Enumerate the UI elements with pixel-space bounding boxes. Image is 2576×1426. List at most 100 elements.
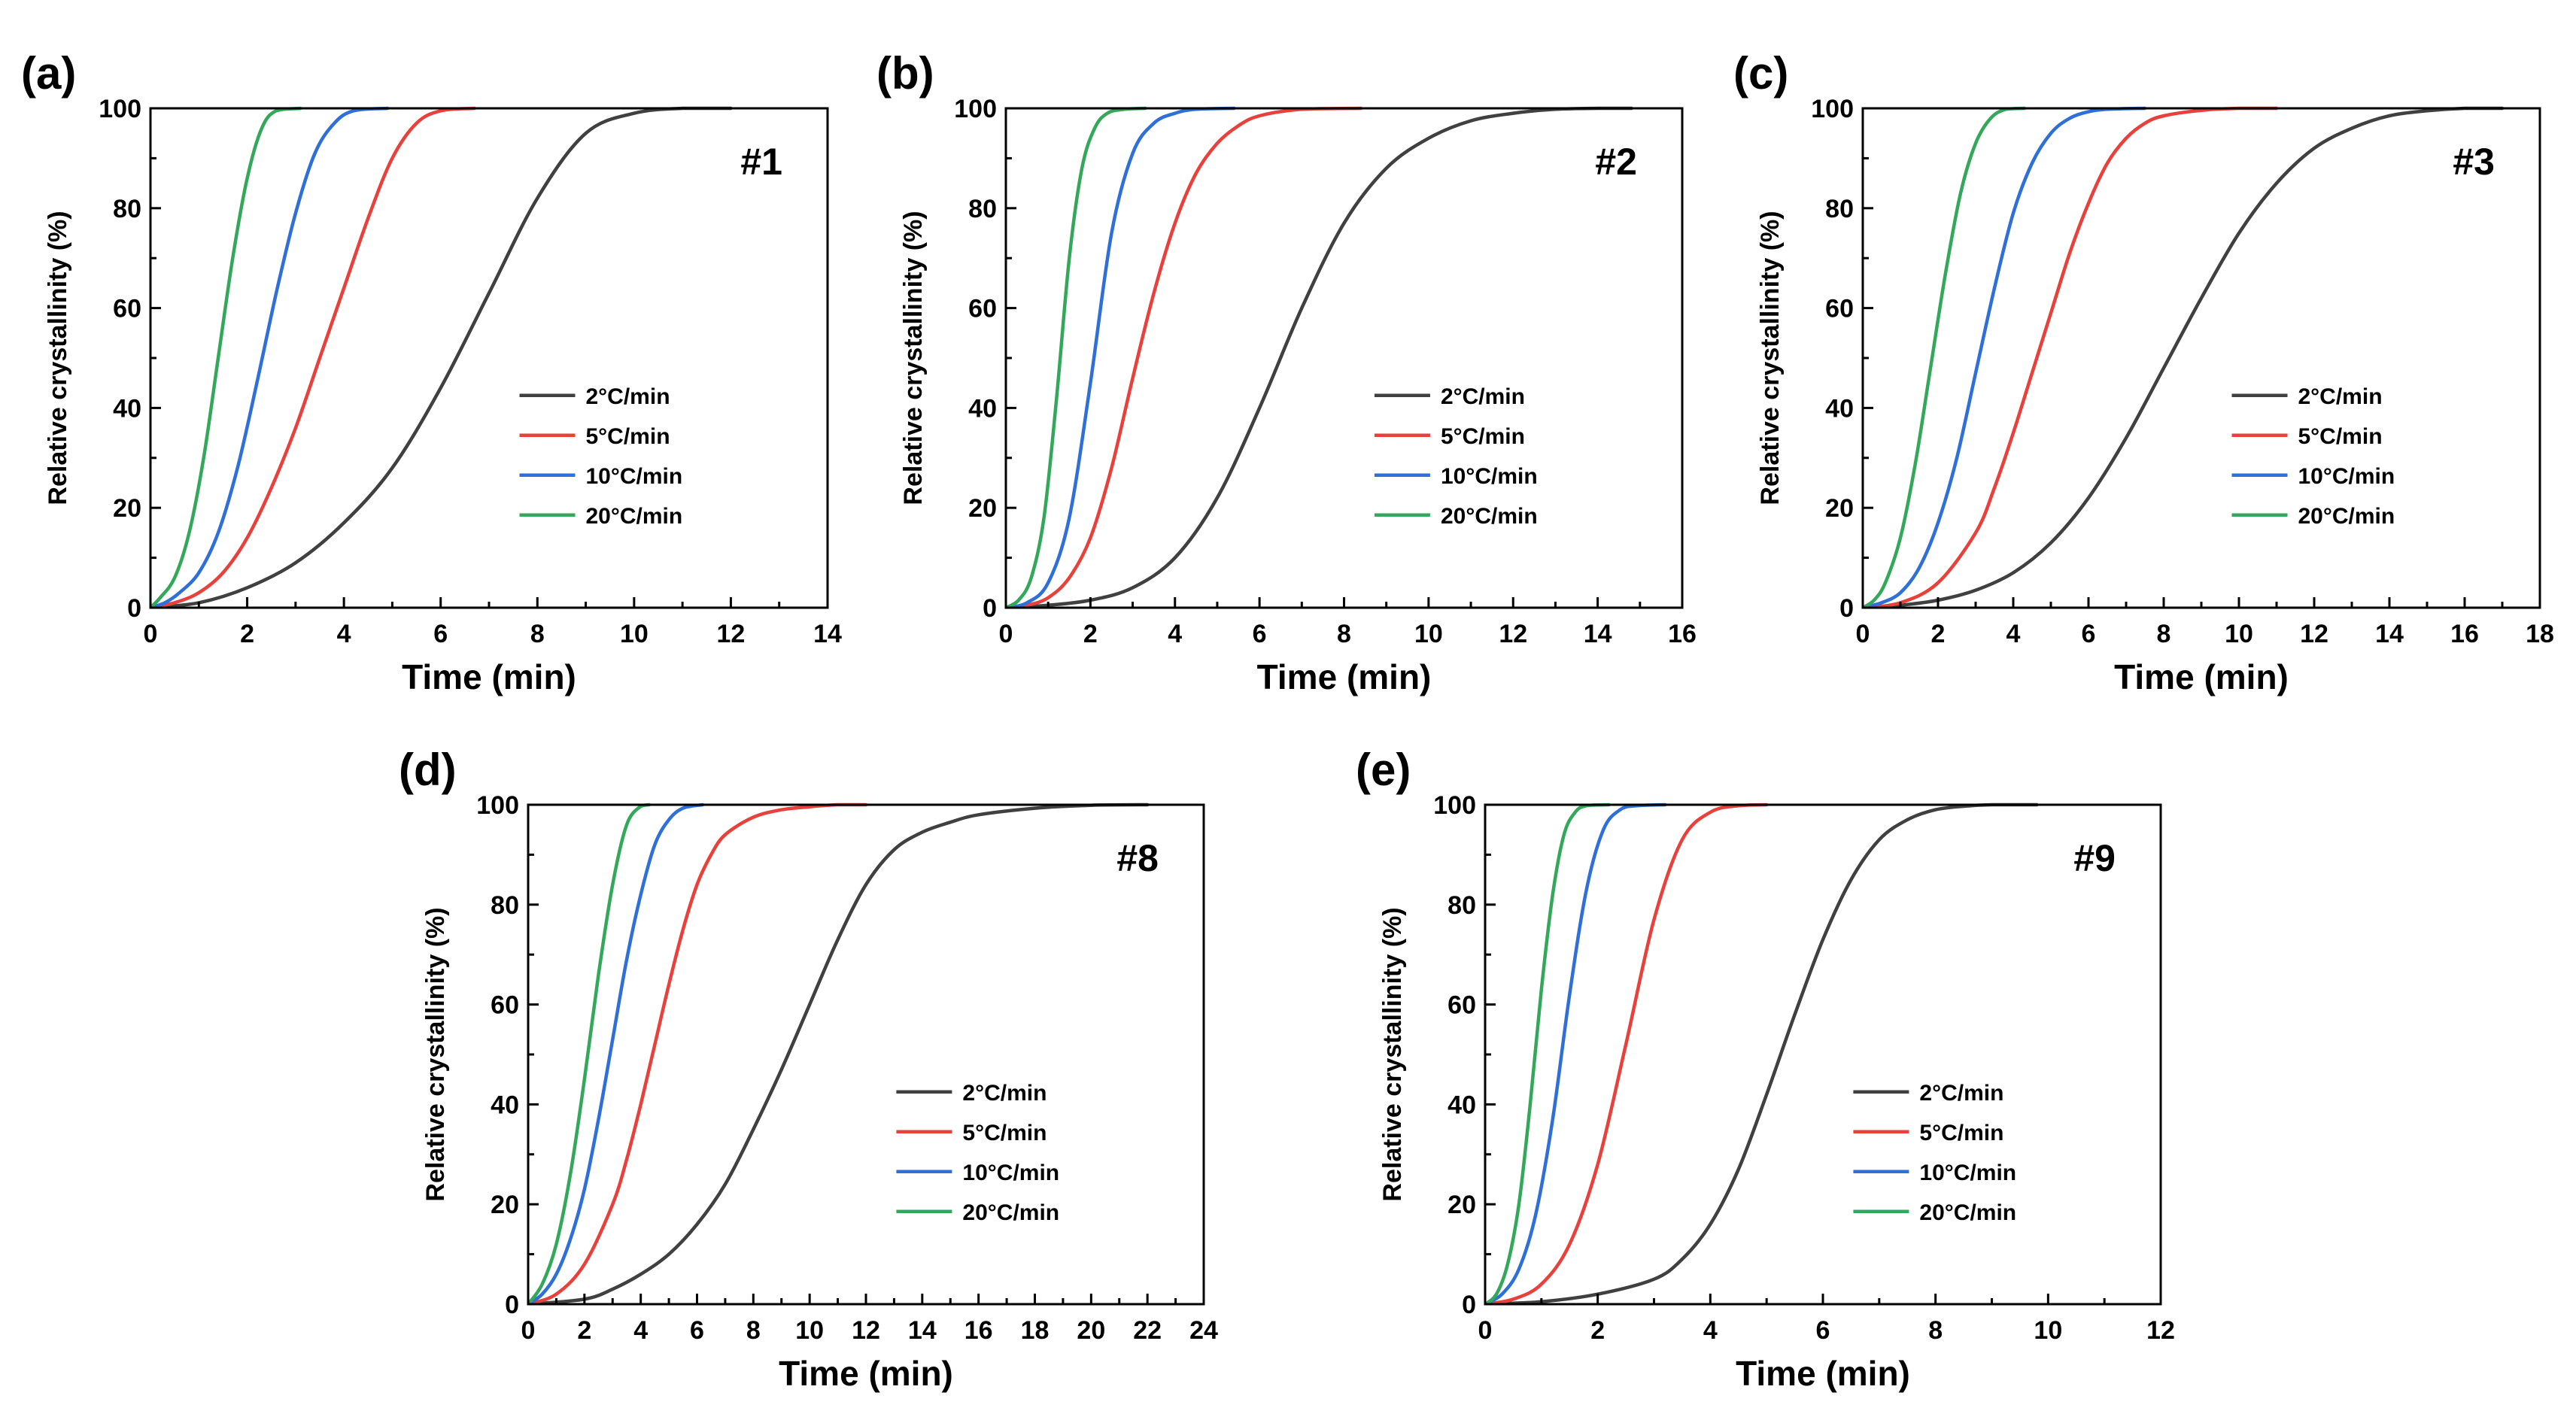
legend-entry: 5°C/min [1441,424,1525,449]
x-tick-label: 10 [2225,620,2253,648]
sample-tag: #9 [2073,837,2116,879]
y-tick-label: 0 [1839,594,1854,623]
series-line-2-c-min [528,803,1150,1304]
x-tick-label: 12 [2300,620,2328,648]
legend: 2°C/min 5°C/min 10°C/min 20°C/min [2231,384,2395,529]
series-line-2-c-min [1006,106,1633,608]
plot-frame [149,107,829,609]
y-tick-label: 40 [491,1091,519,1119]
legend-entry: 5°C/min [962,1121,1046,1145]
legend: 2°C/min 5°C/min 10°C/min 20°C/min [519,384,683,529]
x-tick-label: 14 [908,1316,937,1345]
legend-entry: 2°C/min [962,1081,1046,1106]
x-tick-label: 0 [999,620,1013,648]
legend-entry: 2°C/min [2298,384,2383,409]
y-tick-label: 100 [1433,791,1476,820]
legend-entry: 20°C/min [2298,504,2395,529]
series-line-10-c-min [528,803,705,1304]
y-tick-label: 80 [1825,195,1854,223]
x-axis-label: Time (min) [1736,1354,1910,1393]
x-tick-label: 4 [1168,620,1182,648]
series-line-2-c-min [1863,106,2505,608]
x-tick-label: 16 [964,1316,993,1345]
legend-entry: 10°C/min [1919,1161,2016,1185]
y-tick-label: 60 [1447,991,1476,1020]
y-tick-label: 40 [1447,1091,1476,1119]
legend-entry: 2°C/min [586,384,670,409]
y-tick-label: 20 [1447,1191,1476,1219]
legend-entry: 10°C/min [2298,464,2395,489]
x-tick-label: 0 [521,1316,536,1345]
x-axis-label: Time (min) [402,657,576,696]
x-tick-label: 0 [144,620,158,648]
chart-panel-1: (a) 0 2 4 6 8 10 12 14 0 20 40 60 80 100 Time (min) Rela… [21,48,842,696]
x-tick-label: 10 [1414,620,1443,648]
x-tick-label: 14 [813,620,842,648]
x-tick-label: 2 [1590,1316,1605,1345]
y-tick-label: 80 [491,891,519,920]
plot-frame [1484,803,2162,1306]
legend-entry: 5°C/min [1919,1121,2003,1145]
series-line-5-c-min [528,803,868,1304]
chart-panel-3: (c) 0 2 4 6 8 10 12 14 16 18 0 20 40 60 80 100 Time (min)… [1733,48,2554,696]
y-tick-label: 60 [113,295,141,323]
legend-entry: 2°C/min [1919,1081,2003,1106]
chart-panel-5: (e) 0 2 4 6 8 10 12 0 20 40 60 80 100 Time (min) Relati… [1356,745,2175,1393]
x-axis-label: Time (min) [1257,657,1432,696]
y-tick-label: 40 [1825,394,1854,423]
x-axis-label: Time (min) [2114,657,2289,696]
x-tick-label: 16 [1668,620,1697,648]
y-axis-label: Relative crystallinity (%) [421,907,450,1201]
x-tick-label: 8 [746,1316,761,1345]
series-line-5-c-min [150,106,476,608]
legend: 2°C/min 5°C/min 10°C/min 20°C/min [896,1081,1059,1225]
x-tick-label: 16 [2450,620,2479,648]
sample-tag: #1 [740,141,782,183]
series-line-5-c-min [1863,106,2279,608]
x-tick-label: 14 [1584,620,1612,648]
y-tick-label: 0 [505,1291,519,1319]
series-line-10-c-min [150,106,390,608]
sample-tag: #2 [1595,141,1637,183]
y-tick-label: 20 [968,494,997,523]
legend-entry: 2°C/min [1441,384,1525,409]
x-tick-label: 6 [433,620,448,648]
series-line-5-c-min [1006,106,1363,608]
x-tick-label: 18 [1021,1316,1050,1345]
x-tick-label: 0 [1856,620,1870,648]
y-tick-label: 40 [968,394,997,423]
x-tick-label: 12 [717,620,746,648]
x-tick-label: 12 [1499,620,1527,648]
y-axis-label: Relative crystallinity (%) [899,211,928,505]
x-tick-label: 12 [852,1316,880,1345]
series-line-20-c-min [1863,106,2027,608]
x-tick-label: 8 [1337,620,1351,648]
legend-entry: 20°C/min [962,1200,1059,1225]
x-tick-label: 20 [1077,1316,1105,1345]
y-tick-label: 20 [113,494,141,523]
x-tick-label: 14 [2375,620,2404,648]
x-tick-label: 12 [2146,1316,2175,1345]
x-tick-label: 6 [2082,620,2096,648]
y-tick-label: 80 [1447,891,1476,920]
series-line-10-c-min [1006,106,1236,608]
panel-label: (a) [21,48,76,99]
legend-entry: 20°C/min [586,504,683,529]
x-tick-label: 6 [1816,1316,1830,1345]
panel-label: (b) [876,48,934,99]
y-tick-label: 40 [113,394,141,423]
sample-tag: #3 [2453,141,2495,183]
series-line-20-c-min [1006,106,1147,608]
series-line-10-c-min [1485,803,1667,1304]
x-tick-label: 8 [1928,1316,1943,1345]
legend-entry: 10°C/min [586,464,683,489]
x-tick-label: 4 [2006,620,2021,648]
y-tick-label: 100 [476,791,519,820]
series-line-2-c-min [150,106,733,608]
y-axis-label: Relative crystallinity (%) [44,211,72,505]
x-tick-label: 10 [2034,1316,2062,1345]
x-tick-label: 10 [620,620,649,648]
series-line-20-c-min [150,106,302,608]
chart-panel-4: (d)0 2 4 6 8 10 12 14 16 18 20 22 24020406080100Time… [399,745,1218,1393]
x-tick-label: 6 [690,1316,704,1345]
